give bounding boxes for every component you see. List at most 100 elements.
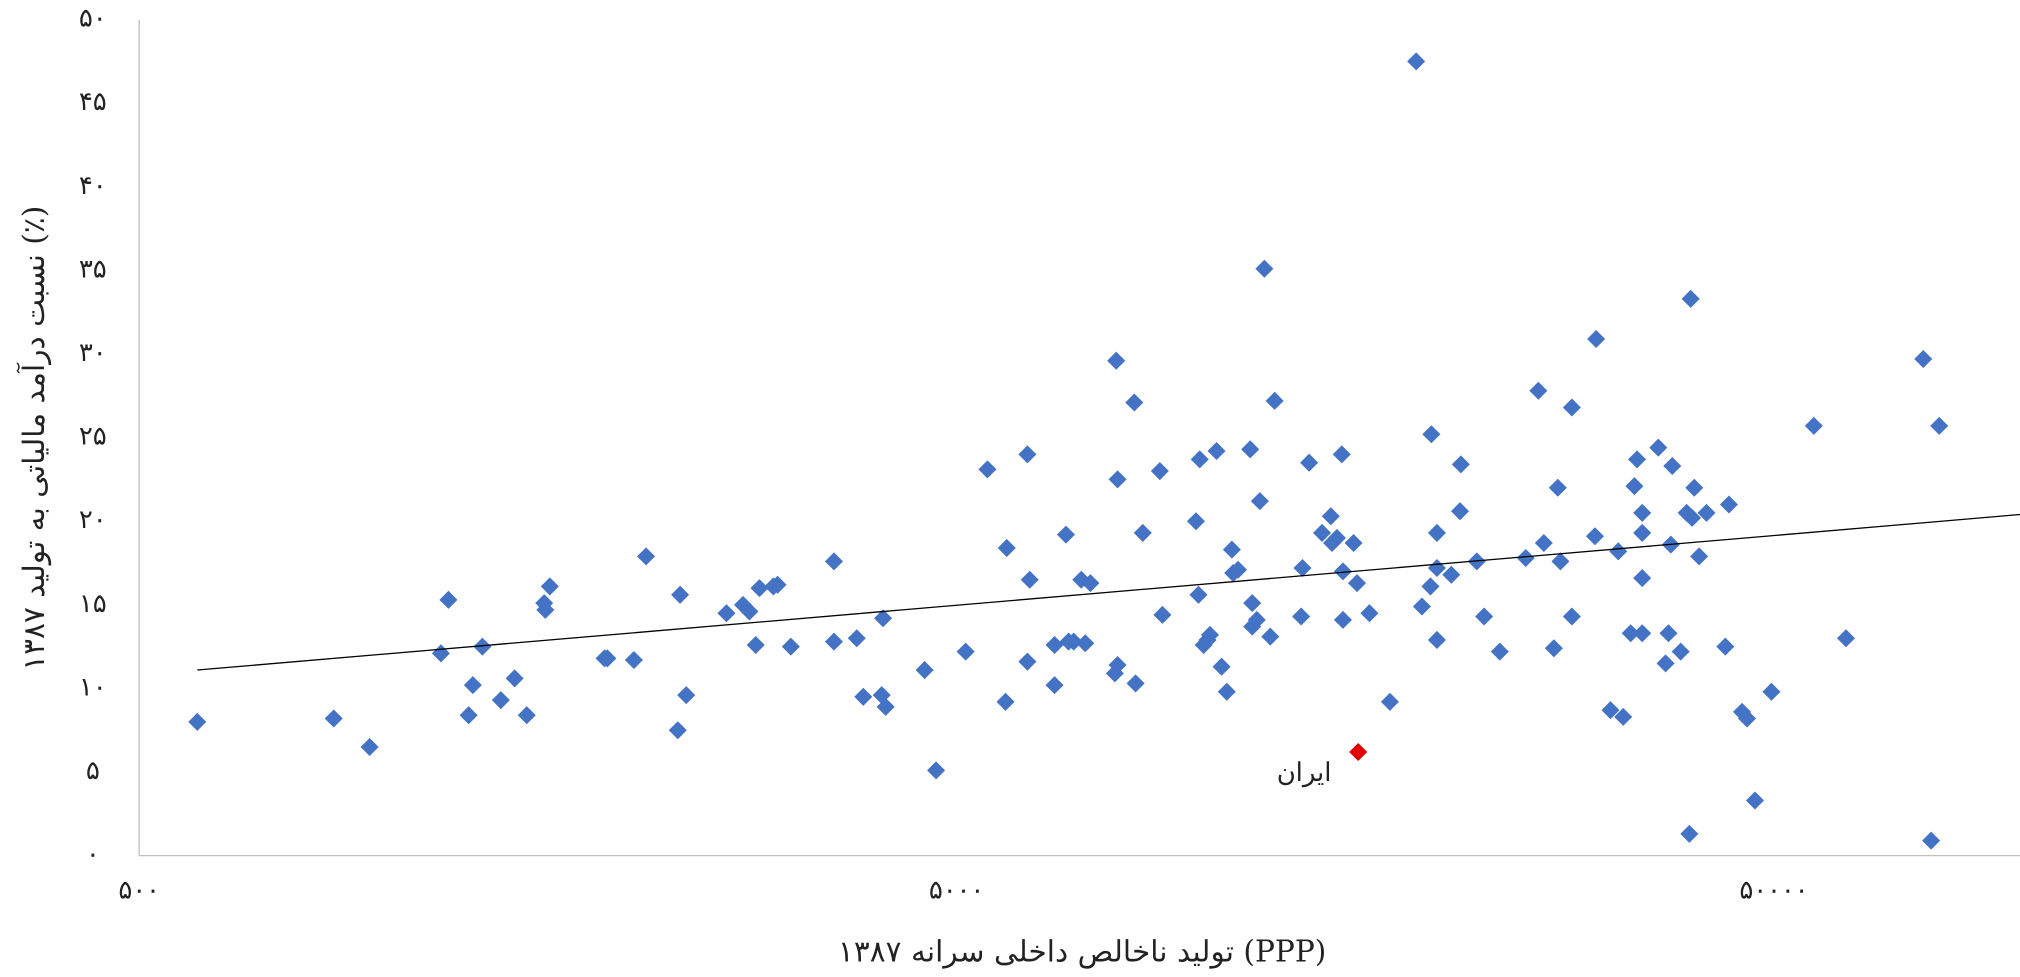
- data-point: [459, 706, 478, 725]
- data-point: [1609, 542, 1628, 561]
- data-point: [1601, 701, 1620, 720]
- data-point: [1548, 478, 1567, 497]
- data-point: [1649, 438, 1668, 457]
- data-point: [1804, 416, 1823, 435]
- data-point: [671, 585, 690, 604]
- data-point: [824, 552, 843, 571]
- data-point: [1380, 692, 1399, 711]
- data-point: [1633, 569, 1652, 588]
- data-point: [1421, 577, 1440, 596]
- data-point: [1265, 391, 1284, 410]
- data-point: [915, 661, 934, 680]
- data-point: [927, 761, 946, 780]
- data-point: [854, 687, 873, 706]
- data-point: [1126, 674, 1145, 693]
- data-point: [1451, 455, 1470, 474]
- data-point: [1427, 523, 1446, 542]
- data-point: [1930, 416, 1949, 435]
- data-point: [1189, 585, 1208, 604]
- data-point: [324, 709, 343, 728]
- data-point: [1107, 351, 1126, 370]
- data-point: [1255, 259, 1274, 278]
- x-tick-label: ۵۰۰: [118, 876, 160, 906]
- data-point: [1056, 525, 1075, 544]
- data-point: [1045, 676, 1064, 695]
- data-point: [1190, 450, 1209, 469]
- data-point: [1212, 657, 1231, 676]
- y-axis-title: نسبت درآمد مالیاتی به تولید ۱۳۸۷ (٪): [15, 206, 52, 671]
- data-point: [1217, 682, 1236, 701]
- x-axis-title: تولید ناخالص داخلی سرانه ۱۳۸۷ (PPP): [838, 934, 1326, 970]
- data-point: [1633, 624, 1652, 643]
- data-point: [439, 590, 458, 609]
- data-point: [824, 632, 843, 651]
- y-tick-label: ۴۵: [79, 87, 107, 117]
- data-point: [1685, 478, 1704, 497]
- data-point: [781, 637, 800, 656]
- point-label: ایران: [1277, 758, 1332, 788]
- data-point: [1292, 607, 1311, 626]
- data-point: [1150, 462, 1169, 481]
- data-point: [1516, 548, 1535, 568]
- data-point: [1344, 533, 1363, 552]
- data-point: [1333, 610, 1352, 629]
- data-point: [1300, 453, 1319, 472]
- data-point: [1551, 552, 1570, 571]
- data-point: [1529, 381, 1548, 400]
- data-point: [1332, 445, 1351, 464]
- data-point: [1412, 597, 1431, 616]
- data-point: [1241, 440, 1260, 459]
- data-point: [1681, 289, 1700, 308]
- data-point: [540, 577, 559, 596]
- data-point: [1108, 470, 1127, 489]
- data-point: [750, 579, 769, 598]
- data-point: [1738, 709, 1757, 728]
- x-tick-label: ۵۰۰۰: [929, 876, 984, 906]
- data-point: [978, 460, 997, 479]
- data-point: [1562, 607, 1581, 626]
- data-point: [360, 737, 379, 756]
- data-point: [491, 691, 510, 710]
- data-point: [1690, 547, 1709, 566]
- data-point: [668, 721, 687, 740]
- data-point: [431, 644, 450, 663]
- data-point: [1081, 574, 1100, 593]
- data-point: [1360, 604, 1379, 623]
- y-tick-label: ۲۵: [79, 422, 107, 452]
- data-point: [717, 604, 736, 623]
- data-point: [1327, 528, 1346, 547]
- data-point: [1663, 457, 1682, 476]
- data-point: [1762, 682, 1781, 701]
- data-point: [1076, 634, 1095, 653]
- data-point: [1534, 533, 1553, 552]
- data-point: [1018, 652, 1037, 671]
- data-point: [768, 575, 787, 594]
- data-point: [637, 547, 656, 566]
- data-point: [956, 642, 975, 661]
- y-tick-label: ۳۰: [79, 338, 107, 368]
- y-tick-label: ۰: [86, 840, 100, 870]
- y-tick-label: ۲۰: [79, 505, 107, 535]
- data-point: [1628, 450, 1647, 469]
- data-point: [188, 712, 207, 731]
- data-point: [1745, 791, 1764, 810]
- data-point: [1207, 441, 1226, 461]
- data-point: [1697, 503, 1716, 522]
- data-point: [624, 650, 643, 670]
- y-tick-label: ۳۵: [79, 254, 107, 284]
- data-point: [1020, 570, 1039, 589]
- data-point: [1719, 495, 1738, 514]
- data-point: [996, 692, 1015, 711]
- data-point: [1153, 605, 1172, 624]
- data-point: [1836, 629, 1855, 648]
- data-point: [1108, 656, 1127, 675]
- data-point: [1716, 637, 1735, 656]
- data-point: [1045, 635, 1064, 654]
- data-point: [1450, 502, 1470, 521]
- data-point: [1186, 512, 1205, 531]
- data-point: [677, 686, 696, 705]
- data-point: [517, 706, 536, 725]
- data-point: [1018, 445, 1037, 464]
- data-point: [1490, 642, 1509, 661]
- data-point: [1422, 425, 1441, 444]
